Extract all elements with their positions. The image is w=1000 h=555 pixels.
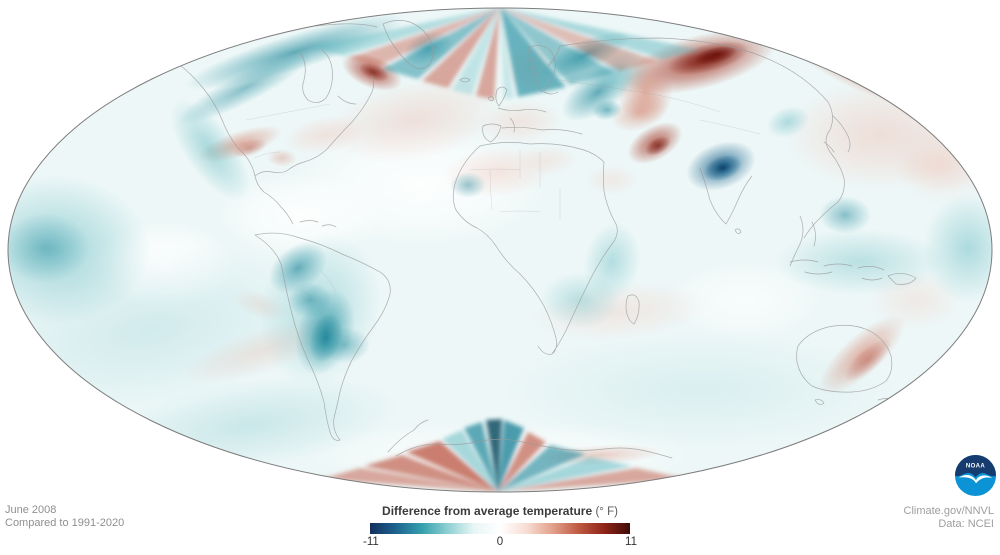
coast-british-isles	[487, 86, 508, 107]
world-map-svg	[7, 7, 993, 493]
south-pole-streaks	[322, 419, 686, 492]
coast-india	[699, 167, 753, 234]
coast-australia	[796, 324, 893, 405]
noaa-logo-text: NOAA	[966, 464, 986, 470]
colorbar-title: Difference from average temperature (° F…	[0, 504, 1000, 518]
noaa-logo-top	[954, 454, 997, 478]
colorbar-title-text: Difference from average temperature	[382, 504, 593, 518]
noaa-logo: NOAA	[954, 454, 997, 497]
coast-europe	[482, 107, 583, 143]
coast-greenland	[382, 20, 434, 69]
map-caption: June 2008 Compared to 1991-2020	[5, 504, 124, 530]
credit-data: Data: NCEI	[938, 518, 994, 530]
coast-caribbean	[299, 220, 337, 228]
coast-scandinavia	[527, 45, 559, 95]
credit-source: Climate.gov/NNVL	[903, 505, 994, 517]
coast-madagascar	[625, 294, 640, 325]
credits: Climate.gov/NNVL Data: NCEI	[904, 505, 994, 531]
colorbar-legend: Difference from average temperature (° F…	[0, 504, 1000, 548]
colorbar-gradient	[370, 523, 630, 534]
coast-south-america	[254, 232, 391, 441]
colorbar-tick-mid: 0	[496, 536, 504, 548]
coast-antarctica	[387, 419, 673, 459]
colorbar-unit: (° F)	[595, 506, 618, 518]
map-ellipse-outline	[7, 7, 993, 493]
coast-africa	[452, 142, 618, 355]
colorbar-ticks: -11 0 11	[363, 536, 637, 550]
coast-asia	[547, 37, 845, 239]
coastlines-layer	[175, 20, 917, 459]
north-pole-streaks	[308, 8, 700, 99]
borders-layer	[245, 79, 761, 339]
coast-iceland	[459, 77, 471, 83]
coast-indonesia	[789, 259, 917, 285]
date-label: June 2008	[5, 504, 57, 516]
colorbar-tick-min: -11	[363, 536, 379, 548]
colorbar-tick-max: 11	[625, 536, 637, 548]
coast-se-asia	[789, 215, 816, 267]
world-anomaly-map	[7, 7, 993, 493]
noaa-gull-icon	[958, 474, 993, 484]
coast-japan	[823, 115, 851, 153]
baseline-label: Compared to 1991-2020	[5, 517, 125, 529]
